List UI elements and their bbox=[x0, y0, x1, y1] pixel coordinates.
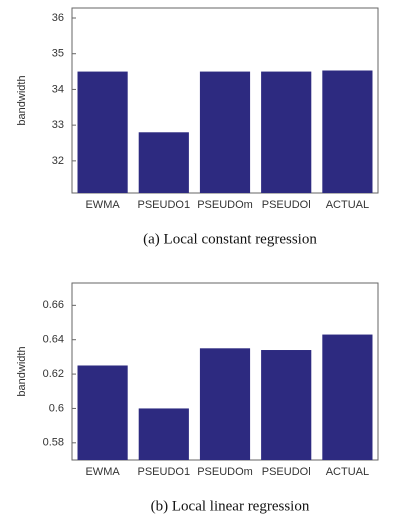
y-tick-label: 33 bbox=[52, 119, 64, 131]
y-tick-label: 0.66 bbox=[43, 299, 64, 311]
y-tick-label: 0.6 bbox=[49, 402, 64, 414]
bar bbox=[261, 71, 312, 193]
bar bbox=[138, 132, 189, 193]
x-tick-label: EWMA bbox=[85, 466, 120, 478]
x-tick-label: PSEUDO1 bbox=[138, 466, 191, 478]
y-tick-label: 32 bbox=[52, 155, 64, 167]
x-tick-label: EWMA bbox=[85, 199, 120, 211]
bar bbox=[199, 71, 251, 193]
y-tick-label: 0.64 bbox=[43, 334, 64, 346]
bar bbox=[138, 408, 189, 460]
y-tick-label: 0.62 bbox=[43, 368, 64, 380]
caption: (b) Local linear regression bbox=[151, 498, 310, 514]
y-axis-label: bandwidth bbox=[16, 346, 28, 396]
bar bbox=[322, 70, 373, 193]
y-tick-label: 35 bbox=[52, 48, 64, 60]
bar bbox=[77, 71, 128, 193]
x-tick-label: ACTUAL bbox=[326, 199, 369, 211]
y-tick-label: 0.58 bbox=[43, 437, 64, 449]
x-tick-label: PSEUDOl bbox=[262, 199, 311, 211]
x-tick-label: PSEUDO1 bbox=[138, 199, 191, 211]
x-tick-label: ACTUAL bbox=[326, 466, 369, 478]
x-tick-label: PSEUDOm bbox=[197, 199, 253, 211]
y-tick-label: 34 bbox=[52, 83, 64, 95]
y-axis-label: bandwidth bbox=[16, 75, 28, 125]
bar bbox=[77, 365, 128, 460]
x-tick-label: PSEUDOm bbox=[197, 466, 253, 478]
bar bbox=[199, 348, 251, 460]
bar bbox=[261, 350, 312, 460]
bar bbox=[322, 334, 373, 460]
y-tick-label: 36 bbox=[52, 12, 64, 24]
caption: (a) Local constant regression bbox=[143, 231, 317, 247]
x-tick-label: PSEUDOl bbox=[262, 466, 311, 478]
